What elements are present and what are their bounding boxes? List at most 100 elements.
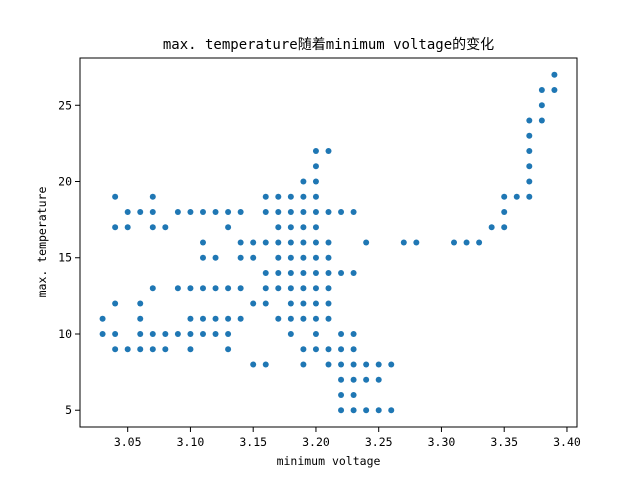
data-point bbox=[225, 224, 232, 231]
data-point bbox=[262, 209, 269, 215]
data-point bbox=[149, 346, 156, 353]
data-point bbox=[124, 346, 131, 353]
data-point bbox=[199, 239, 206, 246]
data-point bbox=[526, 132, 533, 139]
data-point bbox=[237, 209, 244, 215]
x-axis-ticks: 3.05 3.10 3.15 3.20 3.25 3.30 3.35 3.40 bbox=[114, 427, 581, 449]
data-point bbox=[325, 346, 332, 353]
data-point bbox=[463, 239, 470, 246]
data-point bbox=[538, 117, 545, 124]
data-point bbox=[287, 300, 294, 307]
data-point bbox=[237, 315, 244, 322]
data-point bbox=[187, 285, 194, 292]
data-point bbox=[300, 193, 307, 200]
data-point bbox=[350, 346, 357, 353]
x-tick-label: 3.05 bbox=[114, 435, 142, 449]
data-point bbox=[99, 315, 106, 322]
chart-title: max. temperature随着minimum voltage的变化 bbox=[163, 37, 494, 53]
data-point bbox=[513, 193, 520, 200]
data-point bbox=[300, 361, 307, 368]
data-point bbox=[300, 285, 307, 292]
data-point bbox=[312, 163, 319, 170]
data-point bbox=[338, 407, 345, 414]
data-point bbox=[149, 224, 156, 231]
data-point bbox=[225, 209, 232, 215]
data-point bbox=[451, 239, 458, 246]
data-point bbox=[338, 376, 345, 383]
data-point bbox=[162, 346, 169, 353]
data-point bbox=[225, 330, 232, 337]
data-point bbox=[162, 330, 169, 337]
data-point bbox=[287, 224, 294, 231]
data-point bbox=[501, 193, 508, 200]
data-point bbox=[174, 209, 181, 215]
data-point bbox=[338, 346, 345, 353]
data-point bbox=[375, 376, 382, 383]
data-point bbox=[488, 224, 495, 231]
data-point bbox=[262, 361, 269, 368]
data-point bbox=[312, 270, 319, 276]
data-point bbox=[325, 239, 332, 246]
data-point bbox=[312, 193, 319, 200]
data-point bbox=[262, 285, 269, 292]
data-point bbox=[287, 330, 294, 337]
data-point bbox=[350, 407, 357, 414]
data-point bbox=[300, 254, 307, 261]
data-point bbox=[99, 330, 106, 337]
data-point bbox=[300, 178, 307, 185]
data-point bbox=[124, 224, 131, 231]
x-tick-label: 3.10 bbox=[177, 435, 205, 449]
data-point bbox=[275, 270, 282, 276]
data-point bbox=[112, 300, 119, 307]
data-point bbox=[300, 239, 307, 246]
data-point bbox=[199, 209, 206, 215]
data-point bbox=[350, 391, 357, 398]
data-point bbox=[137, 330, 144, 337]
data-point bbox=[275, 239, 282, 246]
data-point bbox=[312, 148, 319, 155]
data-point bbox=[325, 254, 332, 261]
data-point bbox=[312, 209, 319, 215]
data-point bbox=[312, 239, 319, 246]
data-point bbox=[375, 361, 382, 368]
data-point bbox=[526, 193, 533, 200]
y-tick-label: 20 bbox=[58, 175, 72, 189]
data-point bbox=[350, 270, 357, 276]
data-point bbox=[551, 71, 558, 78]
x-tick-label: 3.15 bbox=[239, 435, 267, 449]
data-point bbox=[501, 224, 508, 231]
data-point bbox=[124, 209, 131, 215]
data-point bbox=[199, 330, 206, 337]
data-point bbox=[262, 300, 269, 307]
data-point bbox=[538, 87, 545, 94]
data-point bbox=[187, 330, 194, 337]
data-point bbox=[237, 239, 244, 246]
data-point bbox=[350, 330, 357, 337]
data-point bbox=[300, 270, 307, 276]
data-point bbox=[212, 254, 219, 261]
data-point bbox=[174, 330, 181, 337]
data-point bbox=[325, 315, 332, 322]
data-point bbox=[149, 209, 156, 215]
data-point bbox=[149, 330, 156, 337]
x-tick-label: 3.30 bbox=[428, 435, 456, 449]
data-point bbox=[275, 285, 282, 292]
y-axis-ticks: 5 10 15 20 25 bbox=[58, 98, 80, 417]
data-point bbox=[526, 163, 533, 170]
data-point bbox=[312, 224, 319, 231]
data-point bbox=[551, 87, 558, 94]
x-tick-label: 3.20 bbox=[302, 435, 330, 449]
data-point bbox=[312, 346, 319, 353]
data-point bbox=[199, 254, 206, 261]
data-point bbox=[300, 315, 307, 322]
data-point bbox=[262, 239, 269, 246]
data-point bbox=[275, 209, 282, 215]
data-point bbox=[225, 315, 232, 322]
data-point bbox=[287, 285, 294, 292]
data-point bbox=[137, 300, 144, 307]
x-tick-label: 3.25 bbox=[365, 435, 393, 449]
data-point bbox=[325, 300, 332, 307]
data-point bbox=[338, 391, 345, 398]
data-point bbox=[300, 224, 307, 231]
